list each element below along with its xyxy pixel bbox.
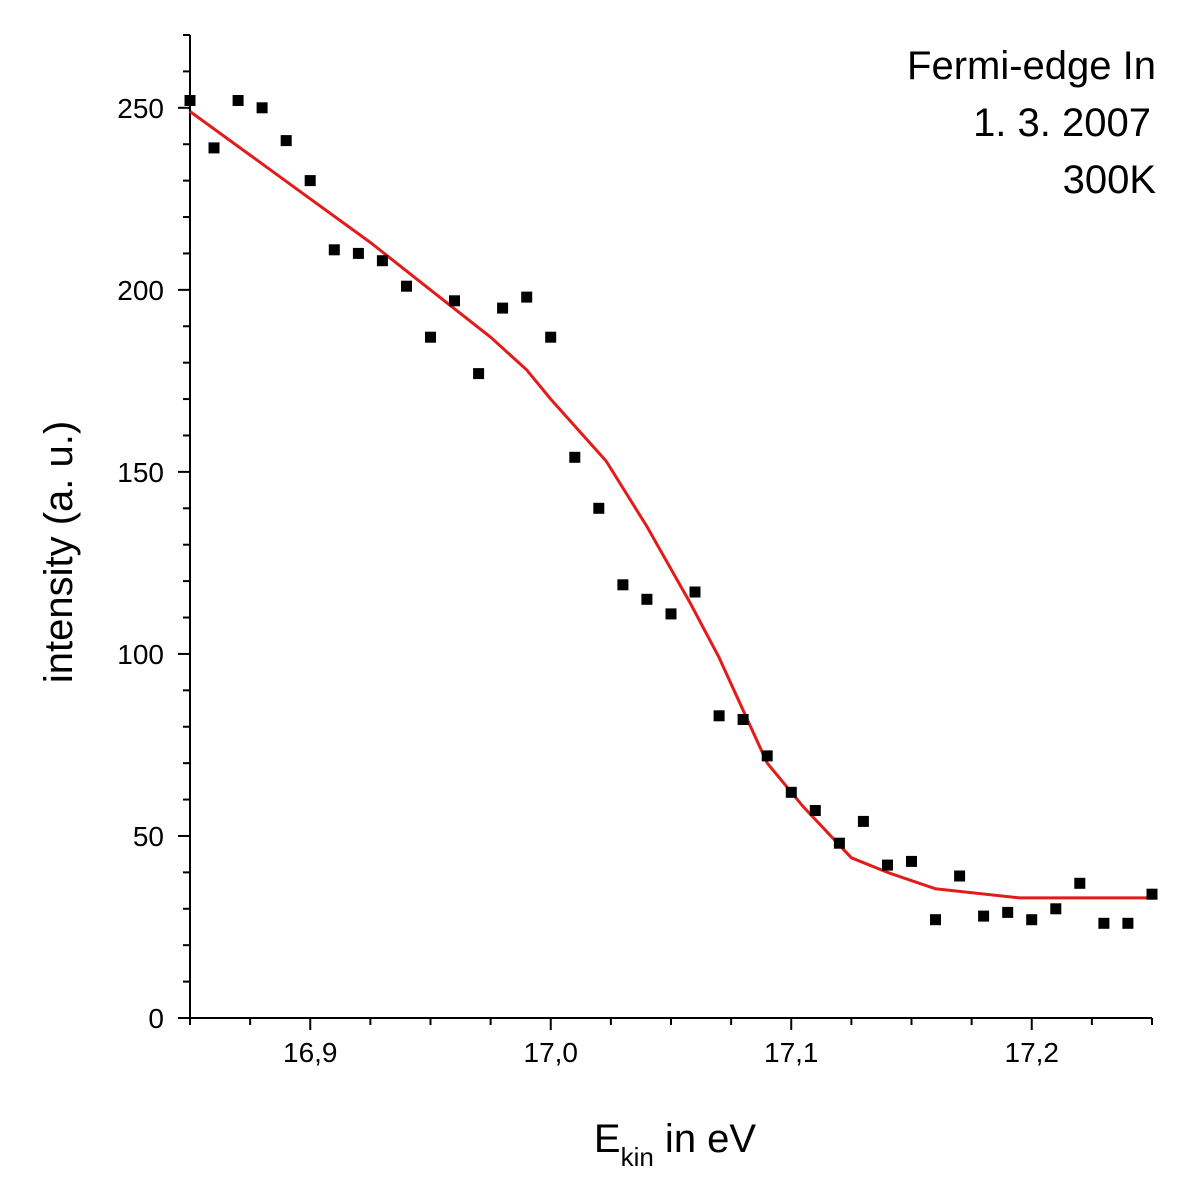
data-point: [857, 815, 869, 827]
data-point: [930, 914, 941, 926]
data-point: [521, 291, 533, 303]
data-point: [785, 786, 797, 798]
data-point: [256, 102, 268, 114]
x-tick-label: 17,1: [764, 1037, 819, 1068]
y-tick-label: 0: [148, 1003, 164, 1034]
data-point: [1026, 914, 1038, 926]
fit-layer: [189, 110, 1152, 900]
data-point: [1050, 903, 1062, 915]
x-tick-label: 16,9: [283, 1037, 338, 1068]
data-point: [280, 135, 292, 147]
data-point: [184, 95, 196, 106]
x-axis-title-subscript: kin: [621, 1142, 654, 1172]
data-point: [689, 586, 701, 598]
annotation-title: Fermi-edge In: [907, 44, 1156, 88]
data-point: [617, 579, 629, 591]
data-point: [641, 593, 653, 605]
data-point: [906, 855, 917, 867]
axes: [189, 35, 1152, 1019]
data-point: [352, 247, 364, 259]
data-point: [1074, 877, 1086, 889]
y-tick-label: 100: [117, 639, 164, 670]
y-tick-label: 250: [117, 93, 164, 124]
x-axis-title-main: E: [594, 1117, 621, 1161]
data-point: [809, 805, 821, 816]
data-point: [713, 710, 725, 722]
fit-line: [189, 110, 1152, 900]
data-point: [569, 451, 581, 463]
data-point: [425, 331, 436, 343]
x-tick-label: 17,0: [524, 1037, 579, 1068]
data-point: [593, 502, 605, 514]
data-point: [449, 295, 460, 307]
data-point: [401, 280, 412, 292]
data-point: [833, 837, 845, 849]
x-tick-label: 17,2: [1005, 1037, 1060, 1068]
data-point: [882, 859, 893, 871]
data-point: [328, 244, 340, 256]
data-point: [1146, 888, 1158, 900]
data-point: [473, 368, 485, 380]
annotation-date: 1. 3. 2007: [973, 101, 1151, 145]
y-axis-title: intensity (a. u.): [37, 421, 81, 683]
data-point: [761, 750, 773, 762]
data-points: [184, 95, 1158, 929]
data-point: [208, 142, 220, 154]
y-tick-label: 150: [117, 457, 164, 488]
data-point: [545, 331, 557, 343]
data-point: [737, 714, 749, 725]
annotation-temperature: 300K: [1063, 158, 1157, 202]
x-axis-title: Ekin in eV: [594, 1117, 757, 1172]
data-point: [497, 302, 509, 314]
data-point: [665, 608, 677, 620]
ticks: 0 50 100 150 200 250 16,9 17,0 17,1 17,2: [117, 34, 1153, 1068]
data-point: [1002, 906, 1014, 918]
data-point: [1098, 917, 1110, 929]
data-point: [978, 910, 990, 922]
x-axis-title-rest: in eV: [654, 1117, 757, 1161]
data-point: [232, 95, 244, 106]
data-point: [954, 870, 966, 882]
y-tick-label: 50: [133, 821, 164, 852]
data-point: [1122, 917, 1134, 929]
y-tick-label: 200: [117, 275, 164, 306]
data-point: [304, 175, 316, 187]
data-point: [376, 255, 388, 267]
